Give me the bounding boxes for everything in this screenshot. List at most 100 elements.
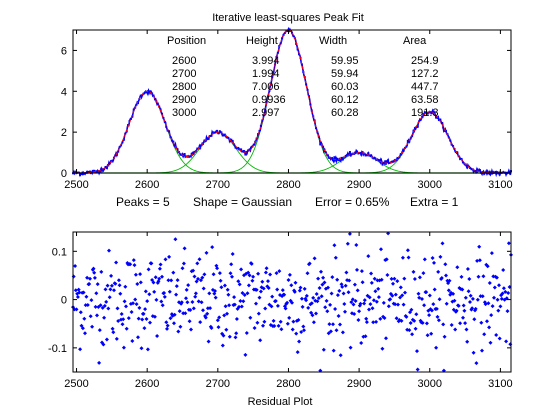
residual-point bbox=[470, 296, 475, 301]
residual-point bbox=[406, 255, 411, 260]
residual-point bbox=[436, 318, 441, 323]
residual-point bbox=[500, 291, 505, 296]
residual-point bbox=[465, 267, 470, 271]
residual-point bbox=[347, 231, 352, 236]
chart-title: Iterative least-squares Peak Fit bbox=[212, 12, 364, 24]
residual-point bbox=[101, 342, 106, 347]
residual-point bbox=[240, 291, 245, 295]
data-point bbox=[79, 174, 82, 177]
residual-point bbox=[236, 279, 241, 284]
residual-axes-box bbox=[72, 231, 512, 373]
residual-point bbox=[486, 301, 491, 306]
data-point bbox=[485, 172, 488, 175]
residual-point bbox=[154, 297, 159, 302]
residual-point bbox=[219, 285, 224, 290]
residual-point bbox=[169, 278, 174, 283]
data-point bbox=[83, 172, 86, 175]
residual-point bbox=[314, 311, 318, 316]
residual-point bbox=[205, 311, 210, 316]
residual-point bbox=[487, 281, 492, 285]
data-point bbox=[242, 150, 245, 153]
residual-point bbox=[272, 324, 277, 328]
residual-point bbox=[412, 277, 417, 281]
residual-point bbox=[427, 293, 432, 298]
residual-point bbox=[246, 283, 251, 288]
residual-point bbox=[432, 287, 437, 292]
residual-point bbox=[429, 308, 434, 313]
residual-point bbox=[266, 286, 271, 290]
residual-point bbox=[271, 318, 276, 323]
data-point bbox=[217, 132, 220, 135]
residual-point bbox=[230, 274, 234, 279]
residual-point bbox=[452, 298, 457, 303]
residual-point bbox=[396, 302, 400, 307]
residual-point bbox=[121, 345, 126, 350]
residual-point bbox=[497, 336, 502, 341]
residual-point bbox=[417, 275, 422, 280]
residual-point bbox=[192, 274, 197, 279]
data-point bbox=[459, 158, 462, 161]
residual-point bbox=[472, 317, 477, 322]
residual-point bbox=[115, 306, 120, 311]
residual-point bbox=[287, 272, 292, 277]
residual-point bbox=[492, 285, 497, 290]
data-point bbox=[122, 138, 125, 141]
table-cell: 60.03 bbox=[331, 81, 359, 93]
data-point bbox=[374, 157, 377, 160]
data-point bbox=[353, 152, 356, 155]
residual-point bbox=[504, 339, 509, 344]
peaks-count-text: Peaks = 5 bbox=[116, 195, 170, 209]
residual-point bbox=[321, 347, 326, 352]
data-point bbox=[248, 148, 251, 151]
residual-point bbox=[224, 327, 229, 332]
data-point bbox=[108, 162, 111, 165]
residual-point bbox=[290, 300, 294, 305]
residual-point bbox=[117, 283, 122, 288]
residual-point bbox=[250, 278, 255, 283]
data-point bbox=[473, 169, 476, 172]
table-cell: 2900 bbox=[172, 94, 196, 106]
residual-point bbox=[256, 271, 261, 276]
data-point bbox=[115, 154, 118, 157]
residual-point bbox=[131, 301, 135, 306]
data-point bbox=[103, 168, 106, 171]
residual-point bbox=[482, 332, 487, 337]
residual-point bbox=[342, 302, 347, 306]
residual-point bbox=[443, 262, 448, 267]
residual-point bbox=[367, 307, 371, 312]
residual-point bbox=[255, 320, 260, 325]
residual-point bbox=[390, 293, 395, 298]
data-point bbox=[129, 117, 132, 120]
residual-point bbox=[175, 278, 180, 283]
residual-point bbox=[416, 291, 421, 296]
residual-point bbox=[237, 304, 241, 309]
data-point bbox=[452, 145, 455, 148]
residual-point bbox=[467, 277, 472, 281]
residual-point bbox=[252, 326, 257, 330]
data-point bbox=[187, 155, 190, 158]
residual-point bbox=[126, 316, 131, 321]
data-point bbox=[428, 111, 431, 114]
residual-point bbox=[320, 282, 325, 287]
residual-point bbox=[162, 291, 167, 295]
residual-point bbox=[492, 295, 496, 300]
residual-point bbox=[503, 289, 508, 294]
residual-point bbox=[153, 275, 158, 280]
data-point bbox=[135, 103, 138, 106]
residual-point bbox=[133, 272, 138, 277]
residual-point bbox=[294, 331, 299, 336]
residual-point bbox=[395, 279, 400, 284]
residual-point bbox=[217, 271, 222, 276]
residual-point bbox=[85, 303, 90, 307]
residual-point bbox=[444, 273, 448, 278]
residual-point bbox=[343, 283, 348, 288]
residual-point bbox=[496, 308, 501, 313]
residual-points bbox=[71, 231, 513, 373]
residual-point bbox=[263, 270, 268, 275]
residual-point bbox=[149, 261, 154, 266]
residual-point bbox=[257, 295, 262, 300]
residual-point bbox=[358, 301, 363, 306]
data-point bbox=[319, 143, 322, 146]
data-point bbox=[367, 152, 370, 155]
table-cell: 127.2 bbox=[411, 68, 439, 80]
